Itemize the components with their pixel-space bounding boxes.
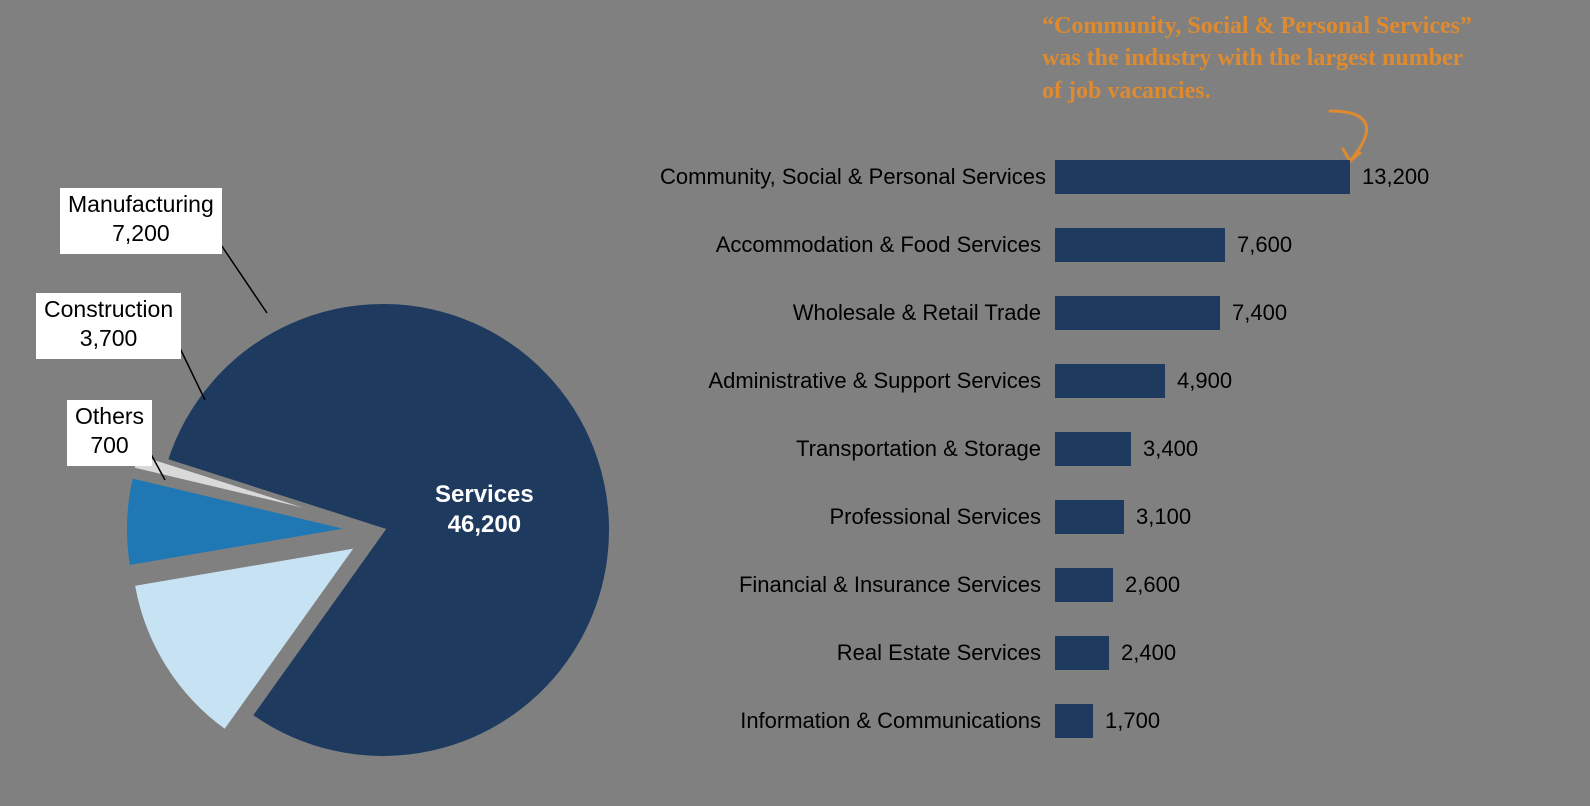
bar-label: Information & Communications: [660, 708, 1055, 734]
pie-label-value: 3,700: [44, 324, 173, 353]
pie-label-name: Construction: [44, 295, 173, 324]
bar-track: 3,100: [1055, 500, 1560, 534]
bar-value: 2,600: [1125, 572, 1180, 598]
bar-fill: [1055, 636, 1109, 670]
bar-row: Financial & Insurance Services 2,600: [660, 568, 1560, 602]
bar-label: Professional Services: [660, 504, 1055, 530]
bar-row: Administrative & Support Services 4,900: [660, 364, 1560, 398]
pie-label-box: Construction3,700: [36, 293, 181, 359]
bar-row: Accommodation & Food Services 7,600: [660, 228, 1560, 262]
bar-track: 4,900: [1055, 364, 1560, 398]
bar-value: 13,200: [1362, 164, 1429, 190]
bar-label: Financial & Insurance Services: [660, 572, 1055, 598]
bar-chart: Community, Social & Personal Services 13,…: [660, 160, 1560, 780]
bar-track: 1,700: [1055, 704, 1560, 738]
pie-label-value: 7,200: [68, 219, 214, 248]
bar-fill: [1055, 228, 1225, 262]
pie-center-name: Services: [435, 481, 534, 508]
bar-label: Real Estate Services: [660, 640, 1055, 666]
bar-row: Real Estate Services 2,400: [660, 636, 1560, 670]
bar-track: 7,600: [1055, 228, 1560, 262]
bar-track: 7,400: [1055, 296, 1560, 330]
pie-label-name: Others: [75, 402, 144, 431]
bar-row: Information & Communications 1,700: [660, 704, 1560, 738]
bar-label: Accommodation & Food Services: [660, 232, 1055, 258]
bar-value: 7,400: [1232, 300, 1287, 326]
bar-value: 7,600: [1237, 232, 1292, 258]
pie-center-value: 46,200: [448, 511, 521, 538]
bar-fill: [1055, 704, 1093, 738]
bar-fill: [1055, 364, 1165, 398]
pie-center-label: Services 46,200: [435, 480, 534, 540]
bar-label: Wholesale & Retail Trade: [660, 300, 1055, 326]
bar-fill: [1055, 432, 1131, 466]
bar-fill: [1055, 296, 1220, 330]
bar-value: 3,100: [1136, 504, 1191, 530]
pie-leader-line: [215, 236, 267, 313]
bar-fill: [1055, 568, 1113, 602]
bar-row: Transportation & Storage 3,400: [660, 432, 1560, 466]
bar-value: 4,900: [1177, 368, 1232, 394]
bar-value: 3,400: [1143, 436, 1198, 462]
bar-label: Administrative & Support Services: [660, 368, 1055, 394]
bar-track: 13,200: [1055, 160, 1560, 194]
bar-fill: [1055, 160, 1350, 194]
bar-label: Transportation & Storage: [660, 436, 1055, 462]
bar-track: 2,400: [1055, 636, 1560, 670]
bar-row: Professional Services 3,100: [660, 500, 1560, 534]
bar-row: Community, Social & Personal Services 13,…: [660, 160, 1560, 194]
bar-value: 2,400: [1121, 640, 1176, 666]
pie-label-name: Manufacturing: [68, 190, 214, 219]
bar-label: Community, Social & Personal Services: [660, 164, 1055, 190]
pie-label-box: Manufacturing7,200: [60, 188, 222, 254]
bar-track: 3,400: [1055, 432, 1560, 466]
pie-label-box: Others700: [67, 400, 152, 466]
bar-value: 1,700: [1105, 708, 1160, 734]
bar-track: 2,600: [1055, 568, 1560, 602]
bar-row: Wholesale & Retail Trade 7,400: [660, 296, 1560, 330]
pie-label-value: 700: [75, 431, 144, 460]
bar-fill: [1055, 500, 1124, 534]
